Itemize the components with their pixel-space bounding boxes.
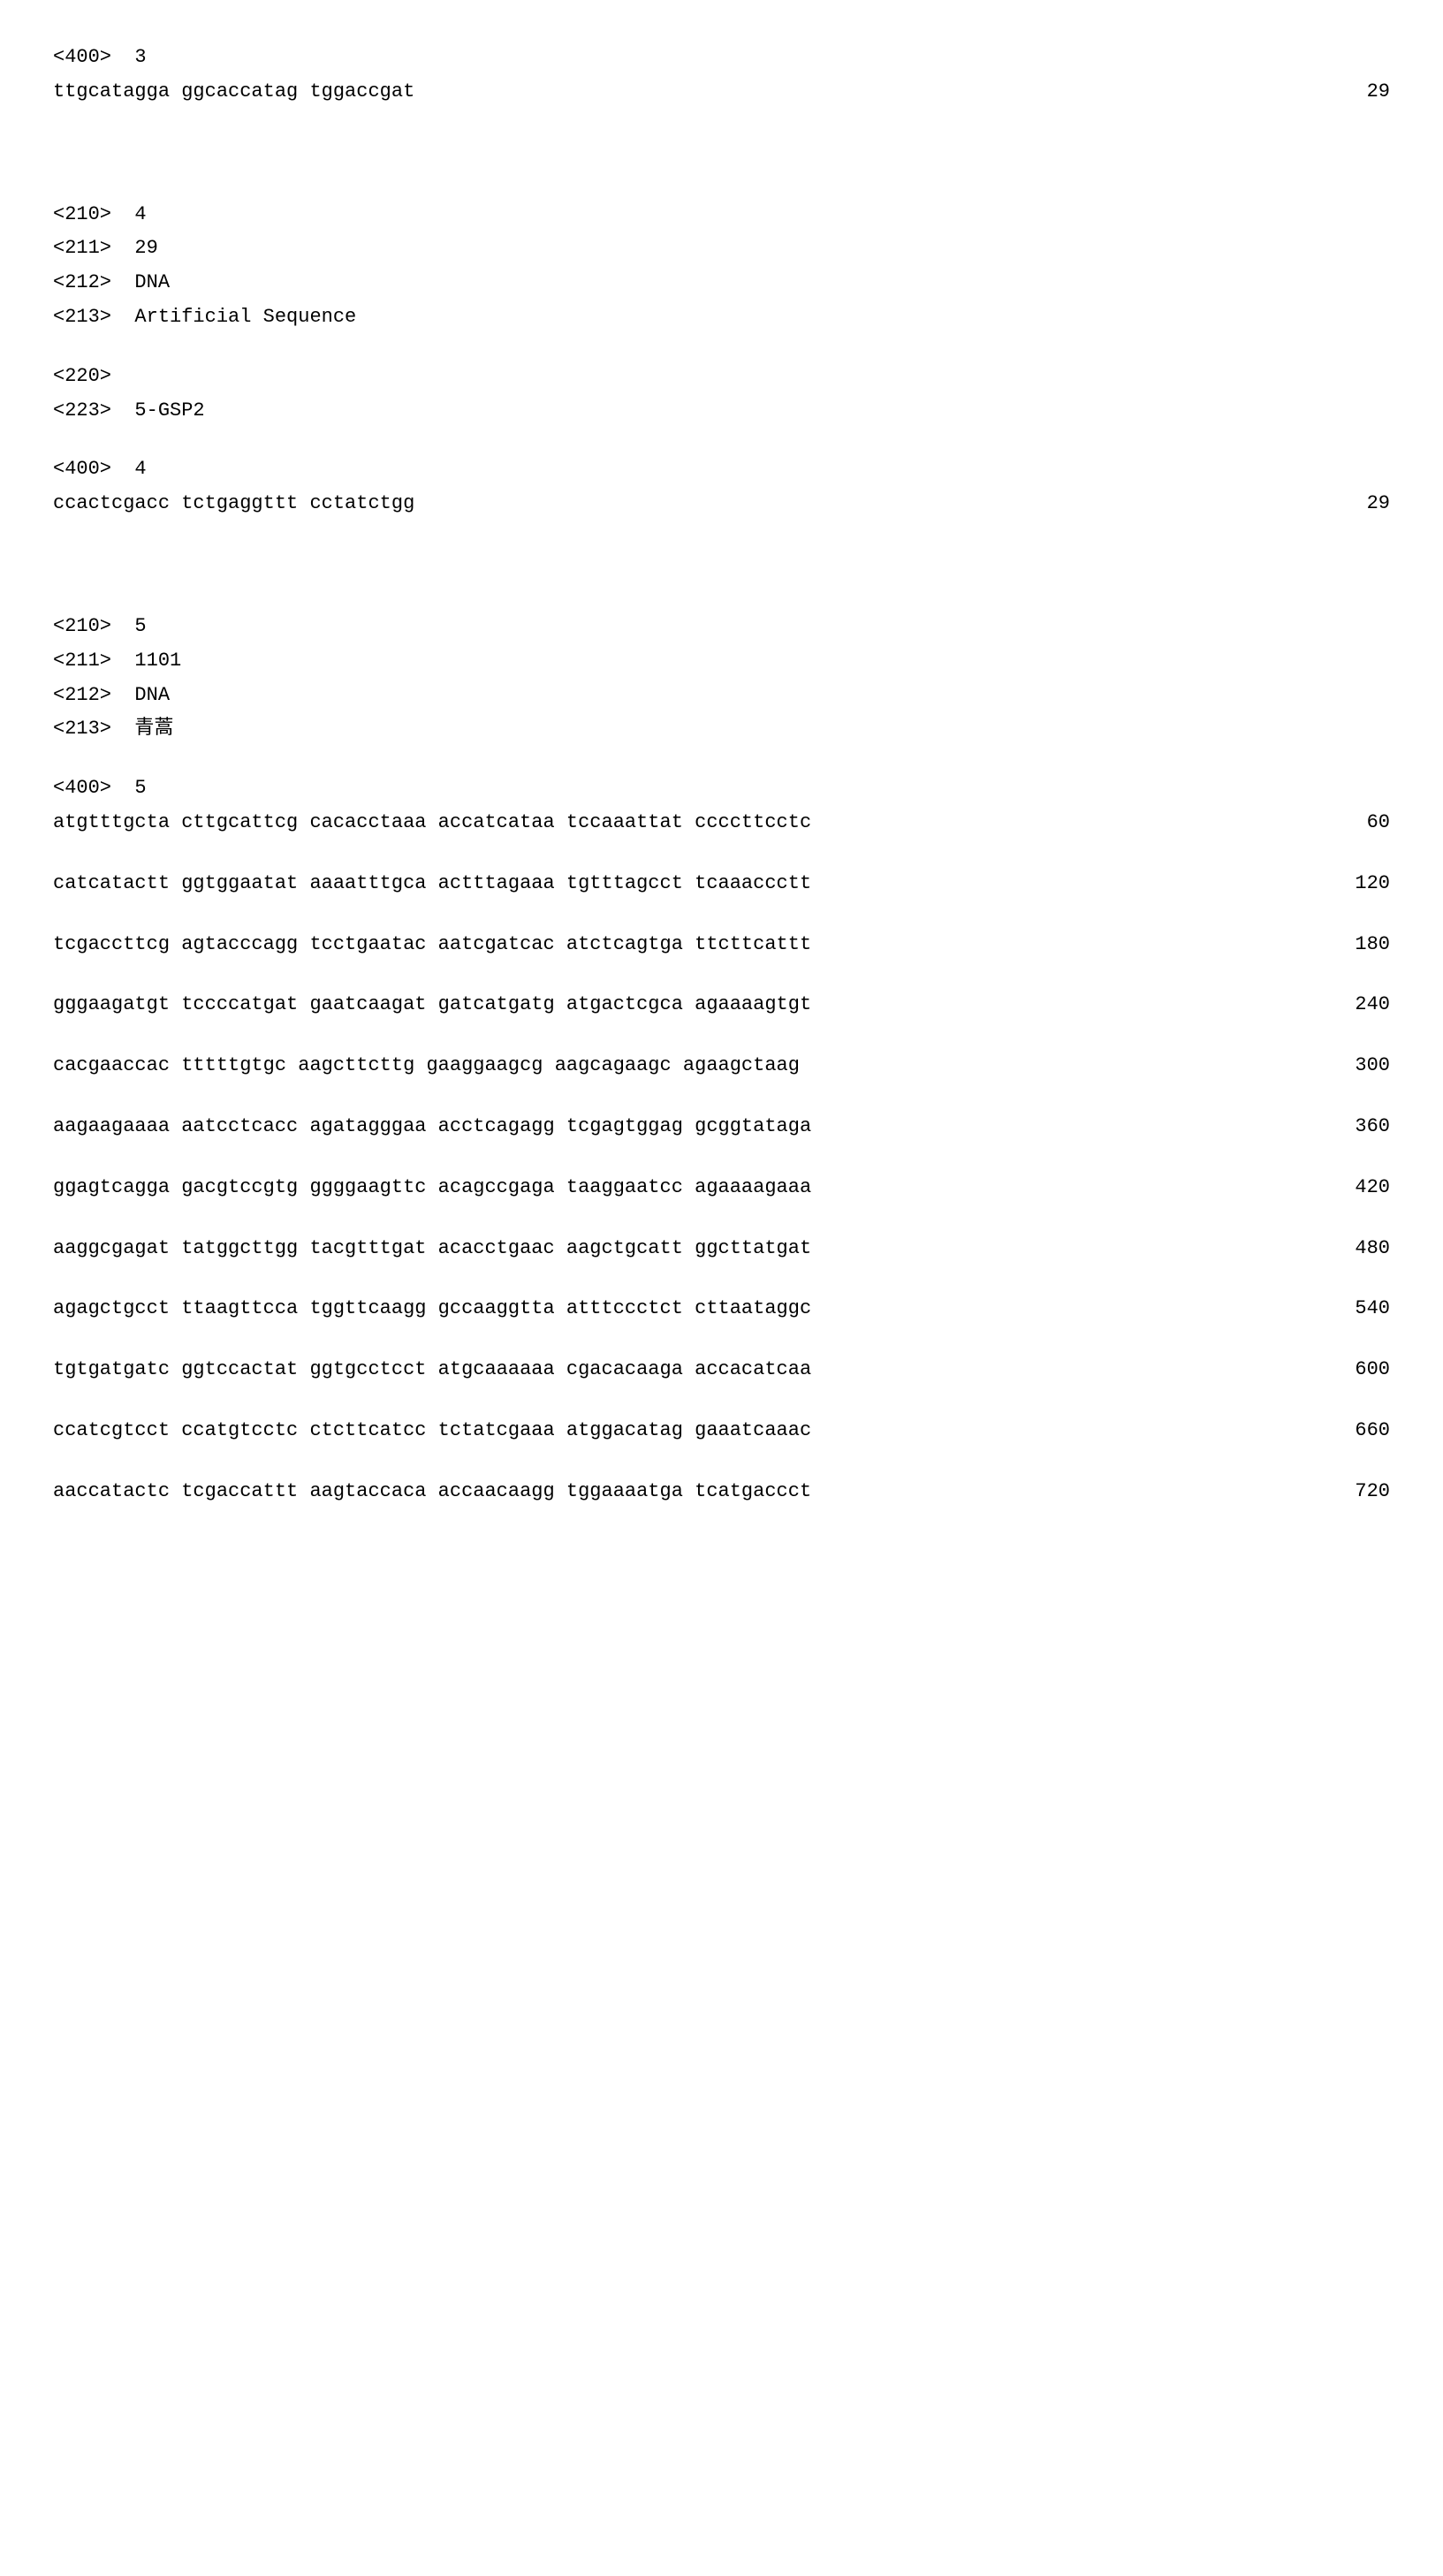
sequence-position: 300 [1337,1052,1390,1080]
tag-210-seq5: <210> 5 [53,613,1390,641]
sequence-row: catcatactt ggtggaatat aaaatttgca actttag… [53,870,1390,898]
tag-text: <212> DNA [53,271,170,293]
tag-213-seq4: <213> Artificial Sequence [53,304,1390,331]
sequence-text: ttgcatagga ggcaccatag tggaccgat [53,79,414,106]
tag-400-seq5: <400> 5 [53,775,1390,802]
tag-223-seq4: <223> 5-GSP2 [53,398,1390,425]
sequence-position: 480 [1337,1235,1390,1263]
sequence-position: 180 [1337,931,1390,959]
sequence-text: tcgaccttcg agtacccagg tcctgaatac aatcgat… [53,931,811,959]
sequence-row: ccatcgtcct ccatgtcctc ctcttcatcc tctatcg… [53,1417,1390,1445]
sequence-row: atgtttgcta cttgcattcg cacacctaaa accatca… [53,809,1390,837]
sequence-row-4: ccactcgacc tctgaggttt cctatctgg 29 [53,490,1390,518]
sequence-5-container: atgtttgcta cttgcattcg cacacctaaa accatca… [53,809,1390,1506]
sequence-position: 540 [1337,1296,1390,1323]
tag-text: <220> [53,365,111,387]
sequence-position: 60 [1337,809,1390,837]
tag-213-seq5: <213> 青蒿 [53,716,1390,743]
tag-400-seq3: <400> 3 [53,44,1390,72]
tag-text: <212> DNA [53,684,170,706]
sequence-position: 360 [1337,1113,1390,1141]
sequence-text: agagctgcct ttaagttcca tggttcaagg gccaagg… [53,1296,811,1323]
sequence-row: aaggcgagat tatggcttgg tacgtttgat acacctg… [53,1235,1390,1263]
tag-400-seq4: <400> 4 [53,456,1390,483]
sequence-row: cacgaaccac tttttgtgc aagcttcttg gaaggaag… [53,1052,1390,1080]
tag-210-seq4: <210> 4 [53,201,1390,229]
sequence-position: 660 [1337,1417,1390,1445]
tag-text: <213> 青蒿 [53,718,173,740]
tag-text: <400> 3 [53,46,147,68]
tag-text: <210> 4 [53,203,147,225]
sequence-row-3: ttgcatagga ggcaccatag tggaccgat 29 [53,79,1390,106]
sequence-text: aaggcgagat tatggcttgg tacgtttgat acacctg… [53,1235,811,1263]
tag-212-seq5: <212> DNA [53,682,1390,710]
sequence-text: cacgaaccac tttttgtgc aagcttcttg gaaggaag… [53,1052,800,1080]
sequence-text: aaccatactc tcgaccattt aagtaccaca accaaca… [53,1478,811,1506]
sequence-row: agagctgcct ttaagttcca tggttcaagg gccaagg… [53,1296,1390,1323]
sequence-length: 29 [1337,79,1390,106]
sequence-text: gggaagatgt tccccatgat gaatcaagat gatcatg… [53,992,811,1019]
sequence-row: aaccatactc tcgaccattt aagtaccaca accaaca… [53,1478,1390,1506]
sequence-row: ggagtcagga gacgtccgtg ggggaagttc acagccg… [53,1174,1390,1202]
sequence-position: 720 [1337,1478,1390,1506]
tag-220-seq4: <220> [53,363,1390,391]
sequence-position: 120 [1337,870,1390,898]
tag-212-seq4: <212> DNA [53,270,1390,297]
sequence-text: ggagtcagga gacgtccgtg ggggaagttc acagccg… [53,1174,811,1202]
tag-text: <211> 29 [53,237,158,259]
sequence-text: catcatactt ggtggaatat aaaatttgca actttag… [53,870,811,898]
tag-text: <211> 1101 [53,650,181,672]
tag-211-seq5: <211> 1101 [53,648,1390,675]
tag-211-seq4: <211> 29 [53,235,1390,262]
sequence-length: 29 [1337,490,1390,518]
tag-text: <210> 5 [53,615,147,637]
sequence-row: tcgaccttcg agtacccagg tcctgaatac aatcgat… [53,931,1390,959]
tag-text: <400> 5 [53,777,147,799]
sequence-position: 420 [1337,1174,1390,1202]
sequence-row: aagaagaaaa aatcctcacc agatagggaa acctcag… [53,1113,1390,1141]
sequence-position: 600 [1337,1356,1390,1384]
tag-text: <400> 4 [53,458,147,480]
sequence-row: gggaagatgt tccccatgat gaatcaagat gatcatg… [53,992,1390,1019]
sequence-row: tgtgatgatc ggtccactat ggtgcctcct atgcaaa… [53,1356,1390,1384]
sequence-text: ccactcgacc tctgaggttt cctatctgg [53,490,414,518]
tag-text: <223> 5-GSP2 [53,399,205,422]
sequence-text: ccatcgtcct ccatgtcctc ctcttcatcc tctatcg… [53,1417,811,1445]
sequence-position: 240 [1337,992,1390,1019]
tag-text: <213> Artificial Sequence [53,306,356,328]
sequence-text: atgtttgcta cttgcattcg cacacctaaa accatca… [53,809,811,837]
sequence-text: tgtgatgatc ggtccactat ggtgcctcct atgcaaa… [53,1356,811,1384]
sequence-text: aagaagaaaa aatcctcacc agatagggaa acctcag… [53,1113,811,1141]
